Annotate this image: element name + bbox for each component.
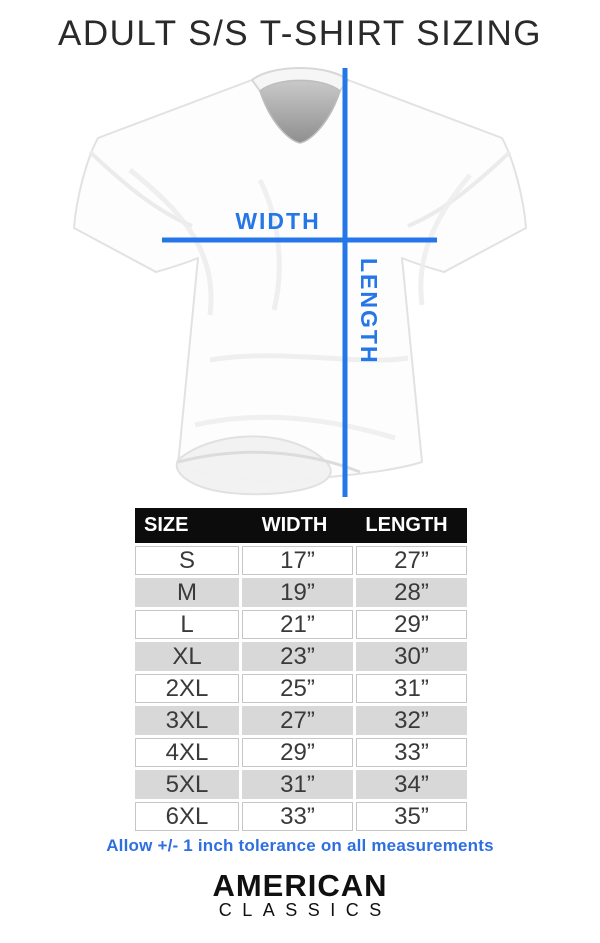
cell-size: 3XL	[135, 706, 239, 735]
cell-length: 29”	[356, 610, 467, 639]
cell-width: 29”	[242, 738, 353, 767]
cell-size: 6XL	[135, 802, 239, 831]
table-row: S 17” 27”	[135, 546, 467, 575]
brand-logo: AMERICAN CLASSICS	[0, 868, 600, 921]
cell-width: 17”	[242, 546, 353, 575]
cell-size: 5XL	[135, 770, 239, 799]
cell-size: XL	[135, 642, 239, 671]
table-row: 3XL 27” 32”	[135, 706, 467, 735]
cell-length: 30”	[356, 642, 467, 671]
tolerance-note: Allow +/- 1 inch tolerance on all measur…	[106, 836, 494, 855]
hem-fold-line	[177, 450, 361, 474]
cell-size: M	[135, 578, 239, 607]
table-row: 5XL 31” 34”	[135, 770, 467, 799]
length-label: LENGTH	[356, 258, 382, 365]
table-row: M 19” 28”	[135, 578, 467, 607]
hem-fold	[175, 435, 332, 496]
cell-size: 4XL	[135, 738, 239, 767]
cell-length: 27”	[356, 546, 467, 575]
cell-width: 19”	[242, 578, 353, 607]
table-row: L 21” 29”	[135, 610, 467, 639]
table-row: 6XL 33” 35”	[135, 802, 467, 831]
cell-width: 27”	[242, 706, 353, 735]
cell-size: 2XL	[135, 674, 239, 703]
table-row: 4XL 29” 33”	[135, 738, 467, 767]
cell-length: 33”	[356, 738, 467, 767]
page-title: ADULT S/S T-SHIRT SIZING	[58, 14, 542, 53]
brand-logo-line1: AMERICAN	[212, 868, 388, 903]
cell-length: 31”	[356, 674, 467, 703]
cell-length: 34”	[356, 770, 467, 799]
width-label: WIDTH	[235, 208, 320, 234]
cell-length: 32”	[356, 706, 467, 735]
cell-length: 35”	[356, 802, 467, 831]
tshirt-size-diagram: WIDTH LENGTH	[60, 60, 540, 510]
tshirt-illustration: WIDTH LENGTH	[73, 67, 527, 497]
cell-size: L	[135, 610, 239, 639]
cell-width: 21”	[242, 610, 353, 639]
cell-length: 28”	[356, 578, 467, 607]
size-chart-header-row: SIZE WIDTH LENGTH	[135, 508, 467, 543]
length-measure-line	[342, 68, 348, 497]
cell-width: 23”	[242, 642, 353, 671]
collar-opening	[259, 79, 341, 144]
cell-size: S	[135, 546, 239, 575]
header-length: LENGTH	[365, 514, 448, 536]
size-chart-rows: S 17” 27” M 19” 28” L 21” 29” XL 23” 30”	[135, 546, 467, 831]
table-row: XL 23” 30”	[135, 642, 467, 671]
header-width: WIDTH	[261, 514, 328, 536]
cell-width: 25”	[242, 674, 353, 703]
size-chart-table: SIZE WIDTH LENGTH S 17” 27” M 19” 28” L …	[135, 508, 467, 834]
table-row: 2XL 25” 31”	[135, 674, 467, 703]
width-measure-line	[162, 237, 437, 243]
sleeve-crease-right	[407, 150, 512, 228]
cell-width: 31”	[242, 770, 353, 799]
cell-width: 33”	[242, 802, 353, 831]
brand-logo-line2: CLASSICS	[218, 900, 392, 920]
tshirt-body	[73, 68, 527, 483]
header-size: SIZE	[144, 514, 189, 536]
